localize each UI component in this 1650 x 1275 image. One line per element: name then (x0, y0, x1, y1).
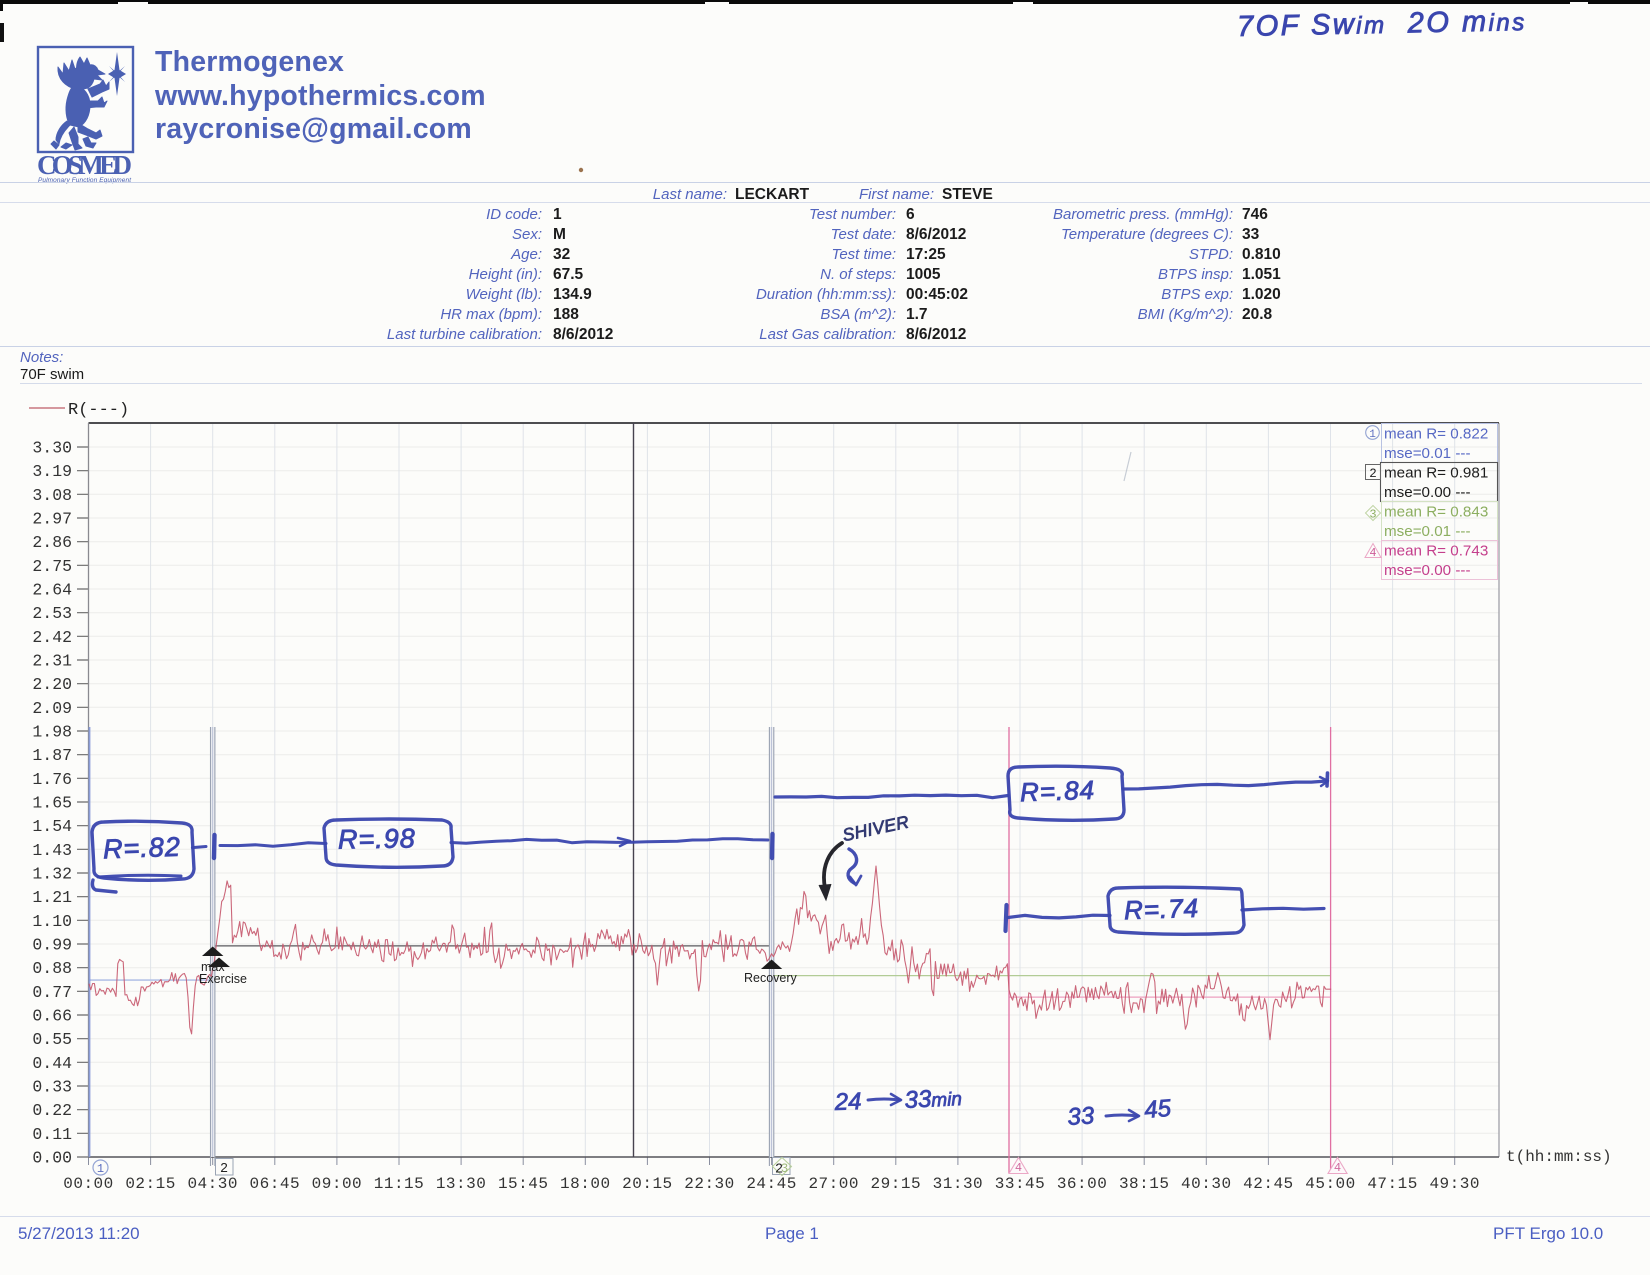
svg-text:0.44: 0.44 (32, 1054, 72, 1073)
svg-text:mse=0.00 ---: mse=0.00 --- (1384, 484, 1471, 501)
svg-text:1.32: 1.32 (32, 865, 72, 884)
svg-text:2.53: 2.53 (32, 604, 72, 623)
svg-text:18:00: 18:00 (560, 1175, 611, 1193)
svg-text:29:15: 29:15 (871, 1175, 922, 1193)
svg-text:33:45: 33:45 (995, 1175, 1046, 1193)
svg-text:13:30: 13:30 (436, 1175, 487, 1193)
svg-text:31:30: 31:30 (933, 1175, 984, 1193)
svg-text:R(---): R(---) (68, 401, 129, 420)
svg-text:COSMED: COSMED (37, 150, 132, 180)
svg-text:3: 3 (1369, 508, 1376, 522)
svg-text:00:00: 00:00 (63, 1175, 114, 1193)
svg-text:Pulmonary Function Equipment: Pulmonary Function Equipment (38, 177, 132, 184)
svg-text:1.54: 1.54 (32, 817, 72, 836)
svg-text:47:15: 47:15 (1367, 1175, 1418, 1193)
svg-text:0.55: 0.55 (32, 1030, 72, 1049)
svg-text:3.08: 3.08 (32, 486, 72, 505)
svg-text:24: 24 (833, 1088, 862, 1116)
svg-text:0.11: 0.11 (32, 1125, 72, 1144)
svg-text:4: 4 (1334, 1161, 1341, 1175)
svg-text:36:00: 36:00 (1057, 1175, 1108, 1193)
svg-text:mse=0.01 ---: mse=0.01 --- (1384, 445, 1471, 462)
svg-text:1.21: 1.21 (32, 888, 72, 907)
svg-text:0.33: 0.33 (32, 1078, 72, 1097)
svg-text:22:30: 22:30 (684, 1175, 735, 1193)
svg-text:2: 2 (1369, 467, 1377, 481)
svg-text:Recovery: Recovery (744, 971, 798, 985)
svg-text:45: 45 (1143, 1095, 1173, 1124)
svg-text:09:00: 09:00 (312, 1175, 363, 1193)
svg-text:1.87: 1.87 (32, 746, 72, 765)
svg-text:mean R= 0.981: mean R= 0.981 (1384, 465, 1488, 482)
svg-text:mse=0.00 ---: mse=0.00 --- (1384, 562, 1471, 579)
svg-text:33min: 33min (904, 1084, 963, 1114)
svg-text:2.42: 2.42 (32, 628, 72, 647)
svg-text:27:00: 27:00 (808, 1175, 859, 1193)
svg-text:3.30: 3.30 (32, 439, 72, 458)
svg-text:4: 4 (1370, 547, 1377, 560)
svg-text:1.43: 1.43 (32, 841, 72, 860)
svg-text:1: 1 (97, 1162, 104, 1176)
svg-text:Exercise: Exercise (199, 972, 247, 986)
svg-text:0.88: 0.88 (32, 959, 72, 978)
svg-text:0.66: 0.66 (32, 1007, 72, 1026)
svg-text:20:15: 20:15 (622, 1175, 673, 1193)
svg-text:33: 33 (1067, 1102, 1096, 1131)
svg-text:2.86: 2.86 (32, 533, 72, 552)
svg-text:1.10: 1.10 (32, 912, 72, 931)
svg-text:2: 2 (220, 1162, 228, 1177)
svg-text:t(hh:mm:ss): t(hh:mm:ss) (1506, 1148, 1612, 1166)
svg-text:0.22: 0.22 (32, 1101, 72, 1120)
svg-text:max: max (201, 960, 225, 974)
svg-text:45:00: 45:00 (1305, 1175, 1356, 1193)
svg-text:2.97: 2.97 (32, 510, 72, 529)
svg-text:11:15: 11:15 (374, 1175, 425, 1193)
svg-text:2.31: 2.31 (32, 652, 72, 671)
svg-text:SHIVER: SHIVER (841, 812, 911, 846)
svg-text:24:45: 24:45 (746, 1175, 797, 1193)
svg-text:1.65: 1.65 (32, 794, 72, 813)
svg-text:0.00: 0.00 (32, 1149, 72, 1168)
svg-text:40:30: 40:30 (1181, 1175, 1232, 1193)
svg-text:1.98: 1.98 (32, 723, 72, 742)
svg-text:3: 3 (781, 1162, 789, 1176)
svg-text:0.99: 0.99 (32, 936, 72, 955)
svg-text:mean R= 0.843: mean R= 0.843 (1384, 504, 1488, 521)
svg-text:2: 2 (775, 1163, 783, 1178)
svg-text:mean R= 0.822: mean R= 0.822 (1384, 426, 1488, 443)
svg-text:02:15: 02:15 (125, 1175, 176, 1193)
svg-text:1.76: 1.76 (32, 770, 72, 789)
svg-text:38:15: 38:15 (1119, 1175, 1170, 1193)
svg-text:4: 4 (1015, 1161, 1022, 1175)
svg-text:2.75: 2.75 (32, 557, 72, 576)
svg-text:0.77: 0.77 (32, 983, 72, 1002)
svg-text:04:30: 04:30 (187, 1175, 238, 1193)
svg-text:mse=0.01 ---: mse=0.01 --- (1384, 523, 1471, 540)
svg-text:mean R= 0.743: mean R= 0.743 (1384, 543, 1488, 560)
svg-text:1: 1 (1369, 429, 1376, 441)
svg-text:15:45: 15:45 (498, 1175, 549, 1193)
svg-text:42:45: 42:45 (1243, 1175, 1294, 1193)
svg-text:49:30: 49:30 (1429, 1175, 1480, 1193)
svg-text:2.09: 2.09 (32, 699, 72, 718)
svg-text:3.19: 3.19 (32, 462, 72, 481)
svg-text:2.64: 2.64 (32, 581, 72, 600)
svg-text:06:45: 06:45 (250, 1175, 301, 1193)
svg-text:2.20: 2.20 (32, 675, 72, 694)
